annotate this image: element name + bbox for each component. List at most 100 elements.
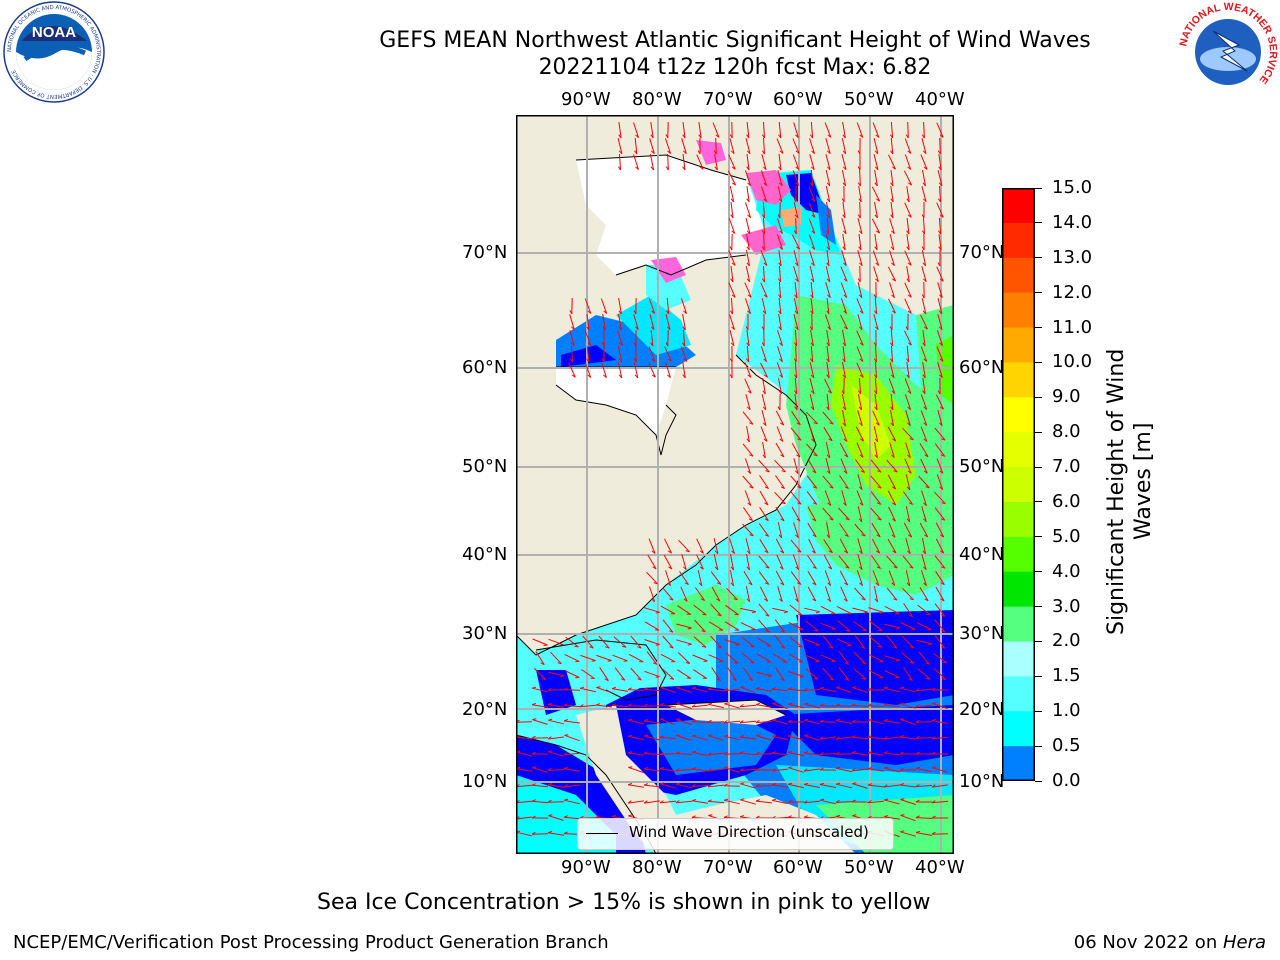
wind-arrow (884, 767, 900, 773)
wind-arrow (777, 234, 783, 250)
wind-arrow-head (827, 582, 832, 586)
wind-arrow-head (826, 406, 830, 411)
wind-arrow-head (939, 294, 943, 299)
wind-arrow-head (907, 454, 911, 458)
wind-arrow (936, 266, 944, 282)
wind-arrow (904, 250, 912, 266)
wind-arrow (617, 138, 623, 154)
wind-arrow (648, 346, 656, 362)
wind-arrow (660, 653, 676, 663)
wind-arrow (920, 314, 928, 330)
wind-arrow (659, 753, 677, 755)
wind-arrow (760, 346, 768, 362)
wind-arrow-head (937, 150, 941, 155)
wind-arrow (825, 442, 831, 458)
wind-arrow-head (842, 214, 846, 219)
wind-arrow (936, 202, 944, 218)
lon-label-bottom-70w: 70°W (703, 857, 753, 878)
wind-arrow-head (777, 406, 781, 411)
wind-arrow-head (900, 718, 905, 720)
wind-arrow (891, 345, 893, 363)
wind-arrow-head (691, 767, 696, 770)
wind-arrow (740, 736, 756, 740)
wind-arrow-head (772, 734, 777, 737)
wind-arrow (922, 330, 926, 346)
wind-arrow-head (940, 550, 944, 554)
wind-arrow-head (796, 246, 800, 250)
colorbar-tick-label: 4.0 (1052, 560, 1081, 582)
wind-arrow (904, 330, 912, 346)
wind-arrow-head (795, 598, 799, 603)
wind-arrow (856, 442, 864, 458)
wind-arrow-head (771, 687, 776, 690)
wind-arrow-head (874, 150, 879, 155)
wind-arrow-head (811, 438, 815, 443)
wind-arrow-head (932, 702, 937, 704)
wind-arrow (724, 621, 740, 631)
wind-arrow-head (907, 262, 912, 266)
wind-arrow-head (859, 134, 864, 138)
wind-arrow (564, 734, 580, 742)
wind-arrow (872, 410, 880, 426)
wind-arrow-head (778, 294, 782, 299)
wind-arrow (760, 426, 768, 442)
wind-arrow-head (746, 438, 750, 443)
wind-arrow (937, 282, 943, 298)
wind-arrow-head (940, 582, 945, 586)
wind-arrow (789, 636, 803, 648)
wind-arrow-head (627, 800, 632, 804)
wind-arrow-head (923, 566, 927, 571)
wind-arrow (938, 234, 942, 250)
wind-arrow (918, 475, 930, 489)
wind-arrow-head (778, 326, 782, 331)
wind-arrow (886, 587, 898, 601)
wind-arrow (916, 639, 932, 645)
wind-arrow-head (602, 326, 606, 331)
wind-arrow (795, 217, 797, 235)
wind-arrow (644, 735, 660, 741)
wind-arrow-head (842, 342, 846, 347)
wind-arrow (903, 170, 913, 186)
wind-arrow-head (747, 310, 751, 314)
wind-arrow (884, 720, 900, 724)
wind-arrow (919, 522, 929, 538)
wind-arrow-head (826, 342, 830, 347)
wind-arrow (760, 186, 768, 202)
wind-arrow-head (909, 646, 914, 649)
wind-arrow (888, 154, 896, 170)
wind-arrow (824, 314, 832, 330)
wind-arrow-head (761, 326, 765, 331)
wind-arrow (857, 314, 863, 330)
wind-arrow-head (905, 134, 909, 139)
wind-arrow (758, 459, 770, 473)
wind-arrow (867, 800, 885, 804)
wind-arrow-head (890, 182, 894, 187)
wind-arrow-head (697, 150, 701, 155)
wind-arrow (936, 330, 944, 346)
wind-arrow-head (922, 150, 927, 155)
wind-arrow (840, 586, 848, 602)
wind-arrow-head (835, 703, 840, 707)
wind-arrow-head (771, 783, 776, 786)
wind-arrow (618, 122, 622, 138)
wind-arrow (598, 635, 610, 649)
wind-arrow-head (795, 166, 800, 170)
wind-arrow-head (851, 768, 856, 772)
wind-arrow-head (842, 406, 846, 411)
wind-arrow-head (730, 150, 735, 155)
wind-arrow-head (667, 150, 671, 154)
wind-arrow-head (643, 703, 648, 707)
wind-arrow (905, 442, 911, 458)
wind-arrow-head (925, 486, 930, 489)
wind-arrow (921, 250, 927, 266)
wind-arrow (762, 201, 766, 219)
wind-arrow (548, 751, 564, 757)
wind-arrow (758, 571, 770, 585)
wind-arrow (820, 784, 836, 788)
wind-arrow (842, 330, 846, 346)
wind-arrow-head (796, 422, 801, 426)
wind-arrow (730, 266, 734, 282)
wind-arrow-head (884, 686, 889, 689)
wind-arrow-head (559, 675, 564, 678)
wind-arrow-head (908, 182, 912, 186)
